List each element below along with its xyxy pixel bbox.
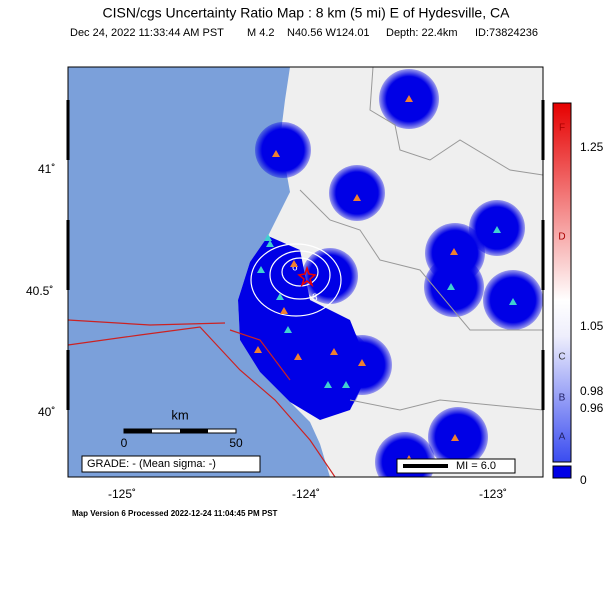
lat-label: 40˚ [38,405,55,419]
map: 6 8 [68,67,543,477]
subtitle: Dec 24, 2022 11:33:44 AM PST M 4.2 N40.5… [70,27,538,39]
scale-unit: km [171,407,188,422]
station [324,381,332,388]
grade-box [81,455,261,473]
station [280,307,288,314]
station [272,150,280,157]
lon-label: -125˚ [108,487,136,501]
lat-label: 40.5˚ [26,284,53,298]
lon-labels: -125˚ -124˚ -123˚ [108,487,507,501]
contour-label: 8 [312,293,318,304]
station [294,353,302,360]
title: CISN/cgs Uncertainty Ratio Map : 8 km (5… [103,5,511,21]
contours [250,243,342,317]
depth: Depth: 22.4km [386,27,458,39]
lat-labels: 41˚ 40.5˚ 40˚ [26,162,55,419]
station [451,434,459,441]
station [358,359,366,366]
scale-start: 0 [121,436,128,450]
colorbar [552,102,572,463]
station [290,260,298,267]
frame-ticks [66,100,545,410]
lat-label: 41˚ [38,162,55,176]
station [330,348,338,355]
contour-label: 6 [292,263,298,274]
grades: F D C B A [558,123,565,443]
grade-letter: A [559,432,566,443]
station [276,293,284,300]
faults [68,319,336,477]
grade-letter: C [558,352,565,363]
colorbar-ticks: 1.25 1.05 0.98 0.96 0 [580,140,604,487]
colorbar-tick: 0.98 [580,384,604,398]
station [450,248,458,255]
colorbar-tick: 0 [580,473,587,487]
footer: Map Version 6 Processed 2022-12-24 11:04… [72,509,278,518]
event-id: ID:73824236 [475,27,538,39]
lon-label: -124˚ [292,487,320,501]
station [493,226,501,233]
county-lines [299,67,543,411]
mi-legend: MI = 6.0 [456,460,496,472]
magnitude: M 4.2 [247,27,275,39]
stations [254,95,517,462]
station [509,298,517,305]
station [257,266,265,273]
station [342,381,350,388]
station [447,283,455,290]
colorbar-zero [552,465,572,479]
date: Dec 24, 2022 11:33:44 AM PST [70,27,224,39]
station [254,346,262,353]
station [353,194,361,201]
station [264,234,272,241]
colorbar-tick: 1.05 [580,319,604,333]
scale-end: 50 [229,436,243,450]
colorbar-tick: 0.96 [580,401,604,415]
station [405,95,413,102]
grade-letter: F [559,123,565,134]
scale-bar: km 0 50 [121,407,243,450]
grade-letter: D [558,232,565,243]
location: N40.56 W124.01 [287,27,370,39]
colorbar-tick: 1.25 [580,140,604,154]
mi-box [396,458,516,474]
grade-letter: B [559,393,566,404]
epicenter [297,265,317,288]
station [284,326,292,333]
station [266,240,274,247]
lon-label: -123˚ [479,487,507,501]
grade: GRADE: - (Mean sigma: -) [87,458,216,470]
